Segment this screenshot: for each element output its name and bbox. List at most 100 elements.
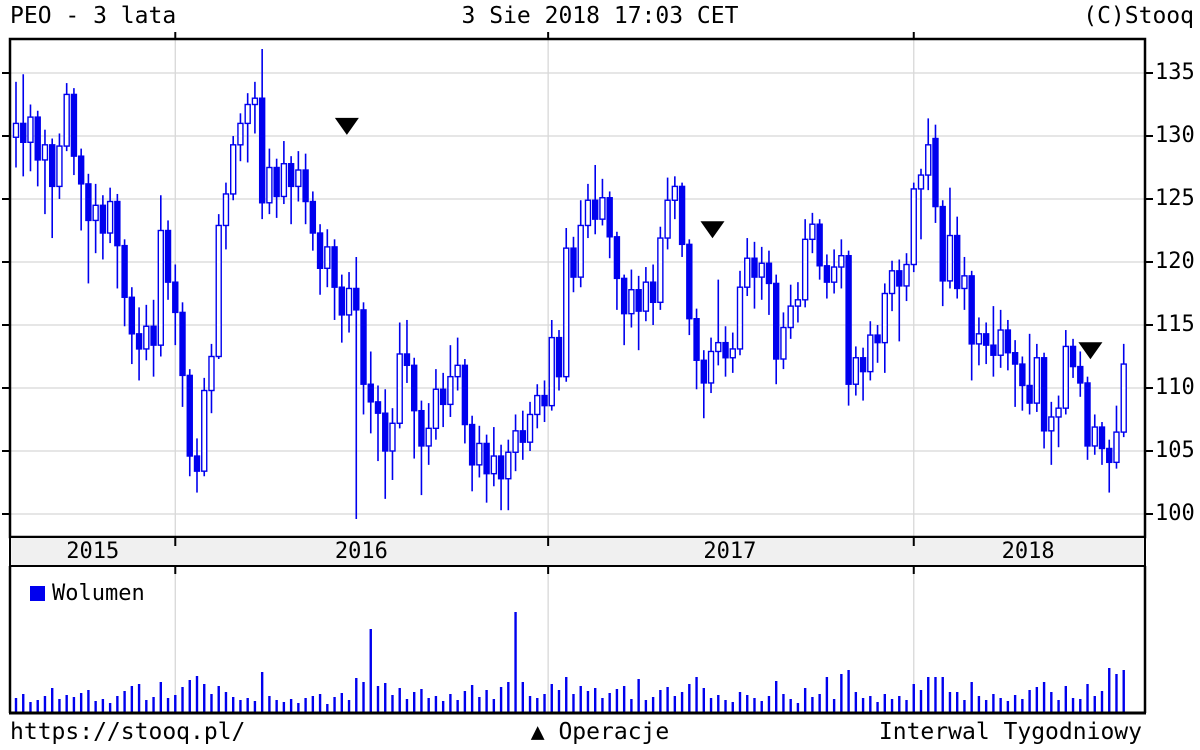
- candle-body: [946, 234, 954, 282]
- candle-body: [258, 97, 266, 204]
- candle-body: [954, 234, 961, 290]
- candle-body: [592, 199, 599, 220]
- candle-body: [483, 442, 490, 475]
- candle-body: [222, 193, 230, 227]
- candle-body: [758, 262, 765, 278]
- candle-body: [867, 334, 874, 373]
- candle-body: [664, 199, 671, 239]
- site-url-label: https://stooq.pl/: [10, 719, 246, 745]
- candle-body: [707, 350, 715, 384]
- candle-body: [295, 169, 302, 188]
- candle-body: [555, 336, 563, 378]
- candle-body: [990, 344, 997, 356]
- candle-body: [490, 455, 498, 475]
- volume-legend-label: Wolumen: [52, 581, 145, 606]
- candle-body: [1033, 357, 1041, 404]
- candle-body: [780, 326, 787, 360]
- candle-body: [77, 155, 85, 185]
- candle-body: [628, 289, 635, 315]
- candle-body: [570, 247, 577, 278]
- candle-body: [1084, 382, 1091, 447]
- candle-body: [599, 197, 606, 220]
- candle-body: [106, 200, 114, 234]
- candle-body: [917, 174, 925, 190]
- candle-body: [982, 333, 990, 346]
- candle-body: [606, 197, 613, 238]
- x-axis-year-label: 2018: [1001, 539, 1055, 564]
- operations-triangle-icon: ▲: [530, 719, 545, 745]
- candle-body: [338, 286, 345, 316]
- candle-body: [1091, 426, 1098, 447]
- x-axis-year-label: 2017: [703, 539, 757, 564]
- candle-body: [1048, 416, 1055, 432]
- candle-body: [715, 341, 722, 353]
- candle-body: [896, 270, 903, 287]
- candle-body: [975, 333, 983, 345]
- candle-body: [1004, 329, 1012, 354]
- candle-body: [1120, 363, 1127, 433]
- y-axis-label: 130: [1155, 123, 1195, 148]
- candle-body: [56, 145, 63, 188]
- candle-body: [657, 237, 664, 304]
- candle-body: [548, 336, 555, 407]
- candle-body: [794, 299, 802, 307]
- candle-body: [266, 166, 273, 204]
- candle-body: [852, 357, 860, 385]
- candle-body: [642, 281, 650, 312]
- candle-body: [541, 394, 548, 407]
- candle-body: [729, 348, 736, 359]
- candle-body: [809, 223, 816, 241]
- candle-body: [461, 364, 469, 426]
- candle-body: [374, 401, 382, 414]
- operations-label: Operacje: [544, 719, 670, 745]
- candle-body: [512, 430, 519, 453]
- candle-body: [432, 388, 440, 430]
- candle-body: [179, 311, 186, 377]
- candle-body: [932, 137, 939, 208]
- candle-body: [237, 122, 244, 146]
- y-axis-label: 125: [1155, 186, 1195, 211]
- candle-body: [27, 116, 34, 143]
- candle-body: [678, 185, 686, 246]
- chart-title: PEO - 3 lata: [10, 3, 177, 29]
- candle-body: [1011, 352, 1019, 365]
- candle-body: [41, 144, 49, 161]
- candle-body: [316, 232, 324, 270]
- candle-body: [403, 353, 411, 367]
- interval-label: Interwal Tygodniowy: [878, 719, 1142, 745]
- y-axis-label: 135: [1155, 60, 1195, 85]
- candle-body: [164, 229, 172, 283]
- candle-body: [345, 287, 353, 316]
- x-axis-year-label: 2016: [334, 539, 388, 564]
- candle-body: [736, 286, 744, 350]
- candle-body: [773, 282, 780, 360]
- candle-body: [845, 254, 852, 385]
- volume-legend-swatch-icon: [30, 586, 45, 601]
- candle-body: [787, 305, 794, 329]
- candle-body: [519, 430, 526, 443]
- candle-body: [1113, 431, 1120, 464]
- candle-body: [649, 281, 657, 304]
- candle-body: [968, 275, 975, 345]
- candle-body: [577, 224, 584, 278]
- candle-body: [722, 341, 729, 359]
- candle-body: [287, 163, 295, 188]
- candle-body: [273, 166, 280, 198]
- candle-body: [114, 200, 121, 247]
- candle-body: [468, 423, 476, 466]
- candle-body: [1055, 407, 1062, 418]
- candle-body: [309, 200, 317, 234]
- candle-body: [172, 281, 179, 314]
- candle-body: [888, 270, 896, 295]
- candle-body: [584, 199, 592, 227]
- y-axis-label: 105: [1155, 438, 1195, 463]
- candle-body: [526, 413, 534, 443]
- candle-body: [925, 144, 932, 176]
- candle-body: [34, 116, 41, 161]
- candle-body: [816, 223, 823, 267]
- candle-body: [324, 246, 331, 270]
- candle-body: [331, 246, 338, 288]
- candle-body: [1026, 384, 1033, 404]
- candle-body: [961, 275, 968, 290]
